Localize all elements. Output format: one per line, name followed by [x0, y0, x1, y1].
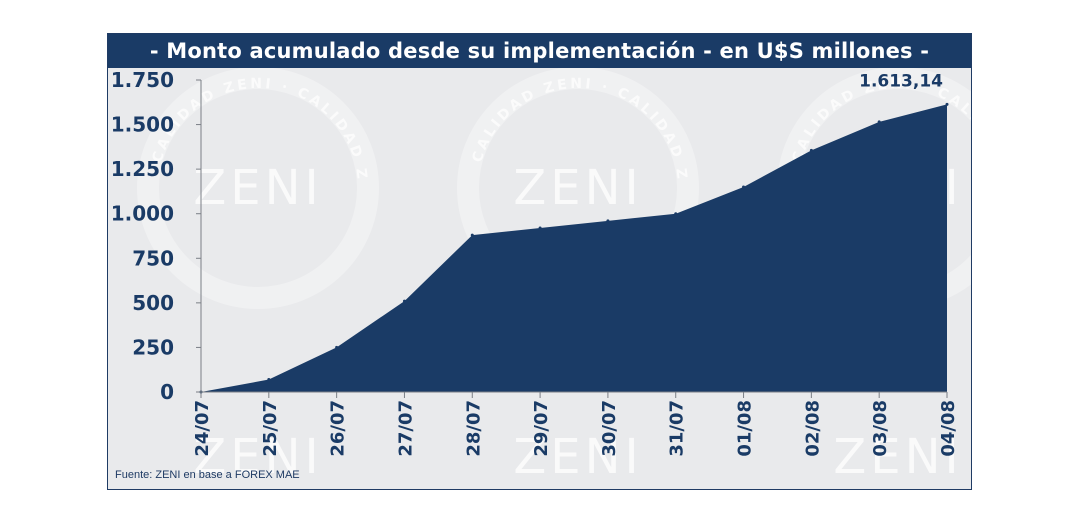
title-bar: - Monto acumulado desde su implementació…	[108, 34, 971, 68]
x-tick-label: 27/07	[395, 400, 416, 457]
watermark-brand: ZENI	[513, 429, 642, 485]
x-tick-label: 30/07	[599, 400, 620, 457]
x-tick-label: 26/07	[328, 400, 349, 457]
data-point	[877, 120, 881, 124]
x-tick-label: 02/08	[802, 400, 823, 457]
x-tick-label: 25/07	[260, 400, 281, 457]
chart-frame: - Monto acumulado desde su implementació…	[101, 33, 1019, 491]
y-tick-label: 250	[132, 335, 174, 359]
data-labels: 1.613,14	[859, 71, 943, 91]
source-note: Fuente: ZENI en base a FOREX MAE	[115, 469, 300, 481]
y-tick-label: 1.250	[111, 157, 174, 181]
x-tick-label: 29/07	[531, 400, 552, 457]
y-tick-label: 0	[160, 380, 174, 404]
y-tick-label: 500	[132, 291, 174, 315]
x-tick-label: 24/07	[192, 400, 213, 457]
data-point	[606, 219, 610, 223]
data-point	[402, 299, 406, 303]
data-point	[742, 185, 746, 189]
y-tick-label: 1.500	[111, 113, 174, 137]
y-tick-label: 1.750	[111, 68, 174, 92]
plot-area: CALIDAD ZENI · CALIDAD ZENIZENICALIDAD Z…	[101, 56, 1019, 491]
series-area	[201, 104, 947, 393]
data-point	[809, 148, 813, 152]
series-area-layer	[199, 102, 949, 394]
watermark-brand: ZENI	[193, 429, 322, 485]
x-tick-label: 31/07	[667, 400, 688, 457]
last-value-label: 1.613,14	[859, 71, 943, 91]
area-chart: CALIDAD ZENI · CALIDAD ZENIZENICALIDAD Z…	[101, 56, 1019, 485]
x-tick-label: 28/07	[463, 400, 484, 457]
x-tick-label: 01/08	[735, 400, 756, 457]
data-point	[267, 378, 271, 382]
chart-title: - Monto acumulado desde su implementació…	[149, 39, 930, 63]
watermark-brand: ZENI	[513, 160, 642, 216]
data-point	[674, 212, 678, 216]
data-point	[335, 345, 339, 349]
watermark-ring	[137, 67, 379, 309]
watermark-brand: ZENI	[193, 160, 322, 216]
x-tick-label: 03/08	[870, 400, 891, 457]
y-tick-label: 750	[132, 246, 174, 270]
data-point	[538, 226, 542, 230]
axes: 0 250 500 750 1.000 1.250 1.500 1.750 24/07 25/07…	[111, 68, 959, 457]
y-tick-label: 1.000	[111, 202, 174, 226]
data-point	[470, 233, 474, 237]
watermark-brand: ZENI	[833, 429, 962, 485]
x-tick-label: 04/08	[938, 400, 959, 457]
data-point	[945, 102, 949, 106]
